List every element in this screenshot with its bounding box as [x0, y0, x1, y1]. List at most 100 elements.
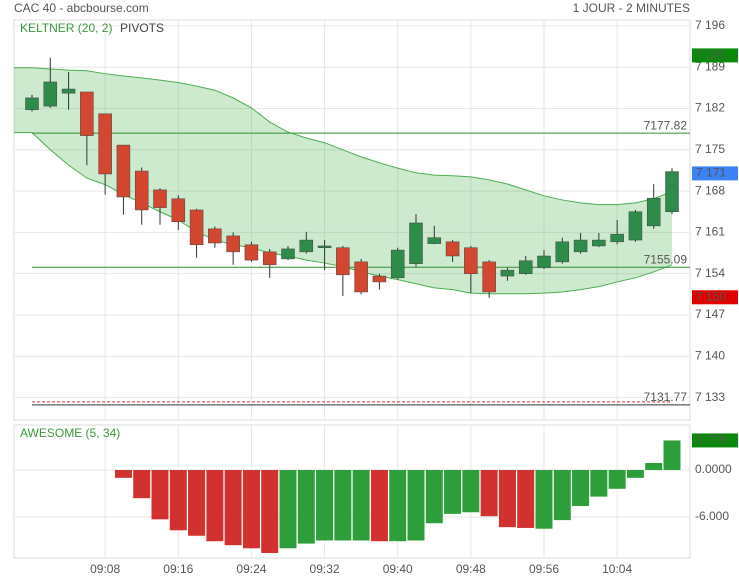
ao-bar: [462, 470, 480, 513]
candle-body: [208, 228, 222, 244]
y-tick-label: -6.000: [695, 509, 729, 523]
candle-body: [43, 81, 58, 107]
ao-bar: [206, 470, 224, 542]
x-tick-label: 09:08: [90, 562, 120, 576]
ao-bar: [590, 470, 608, 497]
pivot-label: 7131.77: [644, 390, 688, 404]
ao-bar: [169, 470, 187, 531]
ao-badge: [692, 433, 738, 448]
candle-body: [610, 233, 624, 243]
candle-body: [171, 198, 186, 223]
candle-body: [317, 245, 332, 248]
ao-bar: [480, 470, 498, 517]
price-badge: [692, 166, 738, 181]
ao-bar: [297, 470, 315, 544]
y-tick-label: 7 161: [695, 225, 725, 239]
candle-body: [482, 261, 496, 293]
candle-body: [427, 237, 442, 244]
ao-bar: [498, 470, 516, 528]
ao-bar: [151, 470, 169, 520]
candle-body: [500, 269, 515, 277]
ao-bar: [608, 470, 626, 489]
x-tick-label: 10:04: [602, 562, 632, 576]
ao-bar: [370, 470, 388, 542]
candle-body: [244, 244, 259, 261]
candle-body: [299, 239, 314, 253]
candle-body: [646, 197, 661, 227]
candle-body: [555, 241, 570, 263]
ao-bar: [572, 470, 590, 507]
legend-label: KELTNER (20, 2): [20, 21, 112, 35]
ao-bar: [133, 470, 151, 499]
candle-body: [464, 247, 478, 274]
y-tick-label: 7 133: [695, 390, 725, 404]
price-badge-label: 7 191: [696, 48, 726, 62]
y-tick-label: 0.0000: [695, 462, 732, 476]
candle-body: [573, 239, 588, 253]
ao-bar: [553, 470, 571, 521]
candle-body: [518, 260, 533, 274]
keltner-band: [14, 67, 672, 294]
candle-body: [25, 97, 39, 110]
candle-body: [61, 88, 76, 94]
ao-bar: [261, 470, 279, 553]
price-badge-label: 7 150: [696, 289, 726, 303]
x-tick-label: 09:24: [236, 562, 266, 576]
price-badge: [692, 48, 738, 63]
ao-bar: [444, 470, 462, 514]
candle-body: [189, 209, 204, 246]
x-tick-label: 09:40: [383, 562, 413, 576]
y-tick-label: 7 168: [695, 183, 725, 197]
x-tick-label: 09:56: [529, 562, 559, 576]
ao-bar: [425, 470, 443, 524]
x-tick-label: 09:16: [163, 562, 193, 576]
candle-body: [116, 144, 131, 198]
ao-bar: [535, 470, 553, 529]
ao-bar: [242, 470, 260, 549]
candle-body: [281, 248, 295, 260]
ao-bar: [389, 470, 407, 542]
ao-bar: [224, 470, 242, 546]
ao-bar: [663, 440, 681, 471]
panel-frame: [13, 19, 691, 421]
ao-title: AWESOME (5, 34): [20, 426, 120, 440]
candle-body: [445, 241, 460, 257]
ao-badge-label: 3.779: [696, 433, 726, 447]
price-badge-label: 7 171: [696, 166, 726, 180]
candle-body: [262, 251, 277, 266]
candle-body: [390, 249, 405, 279]
pivot-label: 7155.09: [644, 252, 688, 266]
candle-body: [354, 261, 368, 293]
candle-body: [336, 247, 350, 276]
keltner-upper: [14, 67, 673, 206]
candle-body: [372, 275, 387, 283]
header-left: CAC 40 - abcbourse.com: [14, 1, 149, 15]
ao-bar: [114, 470, 132, 478]
candle-body: [226, 235, 240, 253]
x-tick-label: 09:48: [456, 562, 486, 576]
candle-body: [153, 189, 167, 208]
ao-bar: [407, 470, 425, 541]
pivot-label: 7177.82: [644, 118, 688, 132]
y-tick-label: 7 140: [695, 348, 725, 362]
candle-body: [592, 239, 606, 247]
y-tick-label: 7 175: [695, 142, 725, 156]
ao-bar: [188, 470, 206, 536]
ao-bar: [334, 470, 352, 541]
ao-bar: [645, 462, 663, 471]
candle-body: [409, 222, 423, 264]
y-tick-label: 7 154: [695, 266, 725, 280]
candle-body: [628, 211, 643, 241]
candle-body: [665, 171, 679, 212]
y-tick-label: 7 147: [695, 307, 725, 321]
legend-label: PIVOTS: [120, 21, 164, 35]
price-badge: [692, 290, 738, 305]
y-tick-label: 7 189: [695, 59, 725, 73]
candle-body: [80, 91, 94, 136]
ao-bar: [279, 470, 297, 549]
candle-body: [537, 255, 551, 269]
ao-bar: [626, 470, 644, 478]
candle-body: [134, 170, 149, 211]
ao-bar: [352, 470, 370, 541]
